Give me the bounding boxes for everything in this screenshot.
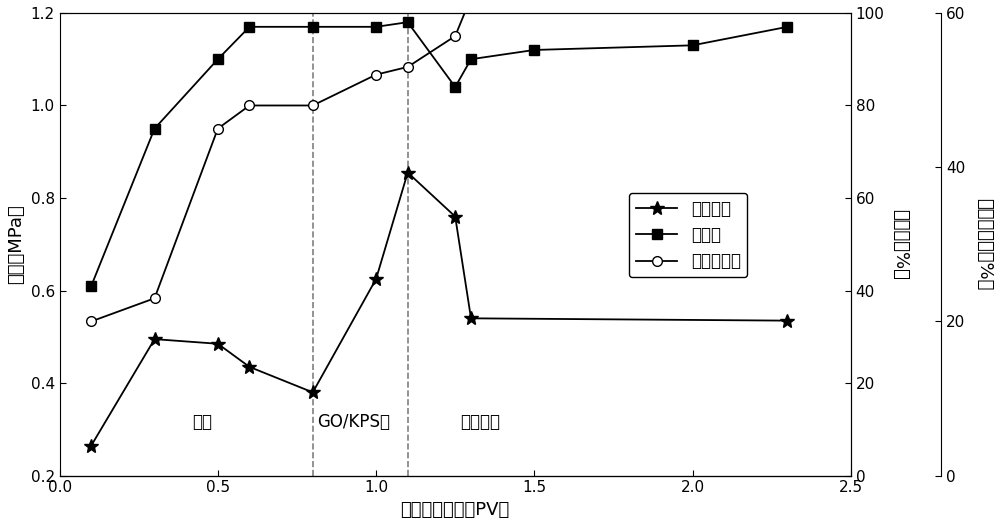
Legend: 注入压力, 含水率, 累计采收率: 注入压力, 含水率, 累计采收率 [629, 193, 747, 277]
注入压力 [370, 276, 382, 282]
累计采收率 [243, 103, 255, 109]
注入压力 [781, 318, 793, 324]
X-axis label: 注入孔隙体积（PV）: 注入孔隙体积（PV） [401, 501, 510, 519]
Text: 后续水驱: 后续水驱 [461, 413, 501, 431]
含水率 [212, 56, 224, 63]
含水率 [449, 84, 461, 90]
累计采收率 [370, 72, 382, 78]
注入压力 [212, 341, 224, 347]
含水率 [687, 42, 699, 48]
注入压力 [465, 315, 477, 321]
注入压力 [243, 364, 255, 370]
含水率 [402, 19, 414, 25]
累计采收率 [449, 33, 461, 39]
含水率 [243, 24, 255, 30]
Y-axis label: 压差（MPa）: 压差（MPa） [7, 205, 25, 284]
含水率 [465, 56, 477, 63]
含水率 [370, 24, 382, 30]
含水率 [149, 126, 161, 132]
含水率 [85, 283, 97, 289]
Line: 含水率: 含水率 [86, 17, 792, 291]
注入压力 [402, 169, 414, 176]
注入压力 [449, 214, 461, 220]
含水率 [307, 24, 319, 30]
Y-axis label: 含水率（%）: 含水率（%） [891, 209, 909, 280]
含水率 [781, 24, 793, 30]
注入压力 [149, 336, 161, 342]
Text: 水驱: 水驱 [192, 413, 212, 431]
累计采收率 [212, 126, 224, 132]
累计采收率 [402, 64, 414, 70]
Line: 注入压力: 注入压力 [84, 166, 794, 452]
Y-axis label: 累计采收率（%）: 累计采收率（%） [975, 198, 993, 290]
累计采收率 [85, 318, 97, 325]
累计采收率 [149, 295, 161, 301]
Line: 累计采收率: 累计采收率 [86, 0, 792, 326]
累计采收率 [307, 103, 319, 109]
注入压力 [85, 442, 97, 449]
Text: GO/KPS驱: GO/KPS驱 [317, 413, 390, 431]
含水率 [528, 47, 540, 53]
累计采收率 [465, 0, 477, 1]
注入压力 [307, 389, 319, 396]
